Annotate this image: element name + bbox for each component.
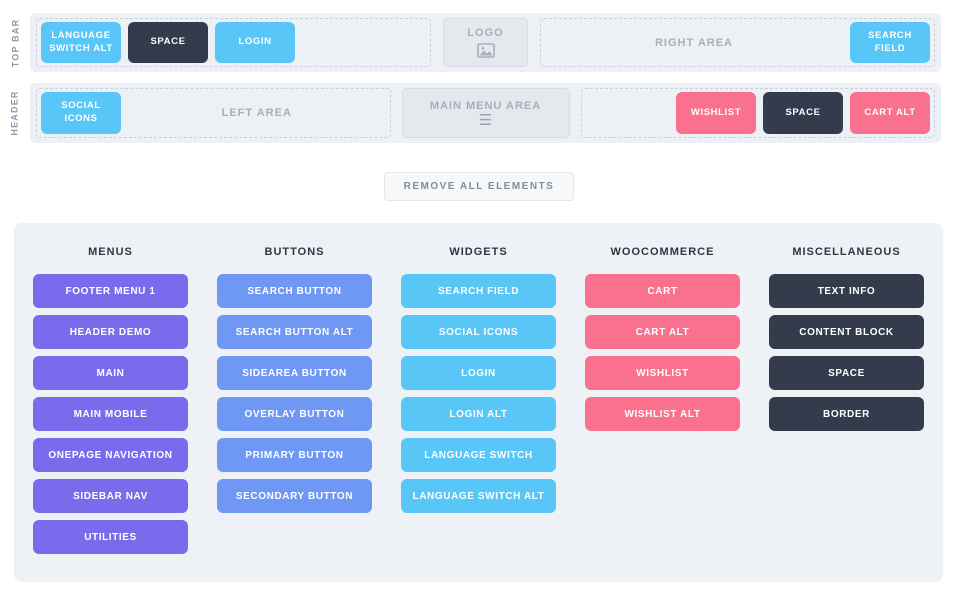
palette-item-primary-button[interactable]: PRIMARY BUTTON (217, 438, 372, 472)
topbar-row: TOP BAR LANGUAGE SWITCH ALT SPACE LOGIN LO… (0, 13, 941, 72)
palette-column-title-buttons: BUTTONS (264, 246, 325, 258)
logo-area-label: LOGO (467, 27, 504, 39)
header-left-elements: SOCIAL ICONS (41, 92, 121, 134)
main-menu-area-label: MAIN MENU AREA (429, 100, 542, 112)
logo-area: LOGO (443, 18, 528, 67)
palette-item-language-switch[interactable]: LANGUAGE SWITCH (401, 438, 556, 472)
header-row-label-text: HEADER (10, 90, 20, 136)
topbar-bar: LANGUAGE SWITCH ALT SPACE LOGIN LOGO RIGHT… (30, 13, 941, 72)
palette-item-wishlist[interactable]: WISHLIST (585, 356, 740, 390)
palette-item-utilities[interactable]: UTILITIES (33, 520, 188, 554)
element-chip-search-field[interactable]: SEARCH FIELD (850, 22, 930, 63)
palette-column-title-woocommerce: WOOCOMMERCE (610, 246, 715, 258)
element-chip-space[interactable]: SPACE (763, 92, 843, 134)
palette-item-wishlist-alt[interactable]: WISHLIST ALT (585, 397, 740, 431)
palette-item-login[interactable]: LOGIN (401, 356, 556, 390)
palette-column-widgets: WIDGETS SEARCH FIELD SOCIAL ICONS LOGIN LOGI… (401, 243, 556, 513)
topbar-right-elements: SEARCH FIELD (850, 22, 930, 63)
palette-item-sidebar-nav[interactable]: SIDEBAR NAV (33, 479, 188, 513)
right-area-placeholder: RIGHT AREA (654, 36, 734, 49)
palette-column-menus: MENUS FOOTER MENU 1 HEADER DEMO MAIN MAIN MO… (33, 243, 188, 554)
header-right-drop-zone[interactable]: WISHLIST SPACE CART ALT (580, 88, 935, 138)
topbar-row-label: TOP BAR (0, 13, 30, 72)
palette-item-overlay-button[interactable]: OVERLAY BUTTON (217, 397, 372, 431)
palette-item-content-block[interactable]: CONTENT BLOCK (769, 315, 924, 349)
palette-item-main-mobile[interactable]: MAIN MOBILE (33, 397, 188, 431)
image-placeholder-icon (476, 43, 495, 58)
palette-item-header-demo[interactable]: HEADER DEMO (33, 315, 188, 349)
palette-column-title-menus: MENUS (88, 246, 133, 258)
palette-item-search-button-alt[interactable]: SEARCH BUTTON ALT (217, 315, 372, 349)
palette-column-woocommerce: WOOCOMMERCE CART CART ALT WISHLIST WISHLIST … (585, 243, 740, 431)
palette-item-cart[interactable]: CART (585, 274, 740, 308)
palette-item-onepage-navigation[interactable]: ONEPAGE NAVIGATION (33, 438, 188, 472)
element-chip-social-icons[interactable]: SOCIAL ICONS (41, 92, 121, 134)
palette-item-language-switch-alt[interactable]: LANGUAGE SWITCH ALT (401, 479, 556, 513)
element-chip-language-switch-alt[interactable]: LANGUAGE SWITCH ALT (41, 22, 121, 63)
element-chip-wishlist[interactable]: WISHLIST (676, 92, 756, 134)
elements-palette: MENUS FOOTER MENU 1 HEADER DEMO MAIN MAIN MO… (14, 223, 943, 582)
header-right-elements: WISHLIST SPACE CART ALT (676, 92, 930, 134)
palette-item-search-field[interactable]: SEARCH FIELD (401, 274, 556, 308)
header-bar: SOCIAL ICONS LEFT AREA MAIN MENU AREA ☰ … (30, 83, 941, 143)
header-builder-page: TOP BAR LANGUAGE SWITCH ALT SPACE LOGIN LO… (0, 13, 958, 603)
topbar-row-label-text: TOP BAR (10, 18, 21, 67)
palette-column-title-miscellaneous: MISCELLANEOUS (792, 246, 901, 258)
palette-item-space[interactable]: SPACE (769, 356, 924, 390)
palette-item-footer-menu-1[interactable]: FOOTER MENU 1 (33, 274, 188, 308)
element-chip-cart-alt[interactable]: CART ALT (850, 92, 930, 134)
remove-all-row: REMOVE ALL ELEMENTS (0, 172, 958, 201)
palette-item-cart-alt[interactable]: CART ALT (585, 315, 740, 349)
palette-item-secondary-button[interactable]: SECONDARY BUTTON (217, 479, 372, 513)
header-row-label: HEADER (0, 83, 30, 143)
topbar-right-drop-zone[interactable]: RIGHT AREA SEARCH FIELD (540, 18, 935, 67)
element-chip-space[interactable]: SPACE (128, 22, 208, 63)
palette-item-login-alt[interactable]: LOGIN ALT (401, 397, 556, 431)
topbar-left-drop-zone[interactable]: LANGUAGE SWITCH ALT SPACE LOGIN (36, 18, 431, 67)
palette-item-search-button[interactable]: SEARCH BUTTON (217, 274, 372, 308)
left-area-placeholder: LEFT AREA (221, 107, 292, 119)
element-chip-login[interactable]: LOGIN (215, 22, 295, 63)
palette-column-title-widgets: WIDGETS (449, 246, 508, 258)
header-row: HEADER SOCIAL ICONS LEFT AREA MAIN MENU … (0, 83, 941, 143)
palette-item-border[interactable]: BORDER (769, 397, 924, 431)
header-left-drop-zone[interactable]: SOCIAL ICONS LEFT AREA (36, 88, 391, 138)
palette-item-social-icons[interactable]: SOCIAL ICONS (401, 315, 556, 349)
remove-all-elements-button[interactable]: REMOVE ALL ELEMENTS (383, 172, 575, 201)
palette-column-buttons: BUTTONS SEARCH BUTTON SEARCH BUTTON ALT SID… (217, 243, 372, 513)
palette-column-miscellaneous: MISCELLANEOUS TEXT INFO CONTENT BLOCK SPACE… (769, 243, 924, 431)
topbar-left-elements: LANGUAGE SWITCH ALT SPACE LOGIN (41, 22, 295, 63)
palette-item-main[interactable]: MAIN (33, 356, 188, 390)
hamburger-icon: ☰ (478, 112, 493, 129)
palette-item-text-info[interactable]: TEXT INFO (769, 274, 924, 308)
palette-item-sidearea-button[interactable]: SIDEAREA BUTTON (217, 356, 372, 390)
palette-columns: MENUS FOOTER MENU 1 HEADER DEMO MAIN MAIN MO… (33, 243, 924, 554)
main-menu-area[interactable]: MAIN MENU AREA ☰ (401, 88, 570, 138)
